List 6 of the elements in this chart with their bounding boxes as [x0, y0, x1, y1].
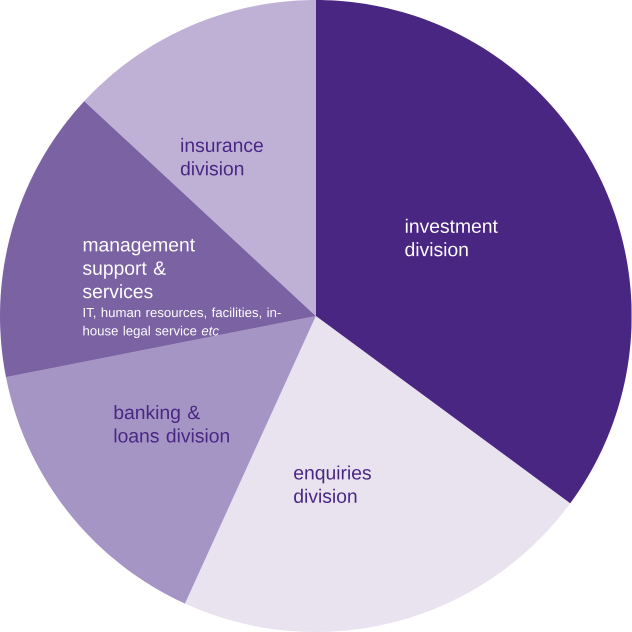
slice-label: banking & loans division: [114, 405, 230, 443]
slice-label: enquiries division: [294, 465, 372, 503]
slice-label: insurance division: [181, 138, 264, 176]
text: IT, human resources, facilities, in-house legal service etc: [84, 307, 281, 338]
slice-label: management support & services: [83, 238, 196, 298]
slice-label: investment division: [406, 218, 498, 256]
